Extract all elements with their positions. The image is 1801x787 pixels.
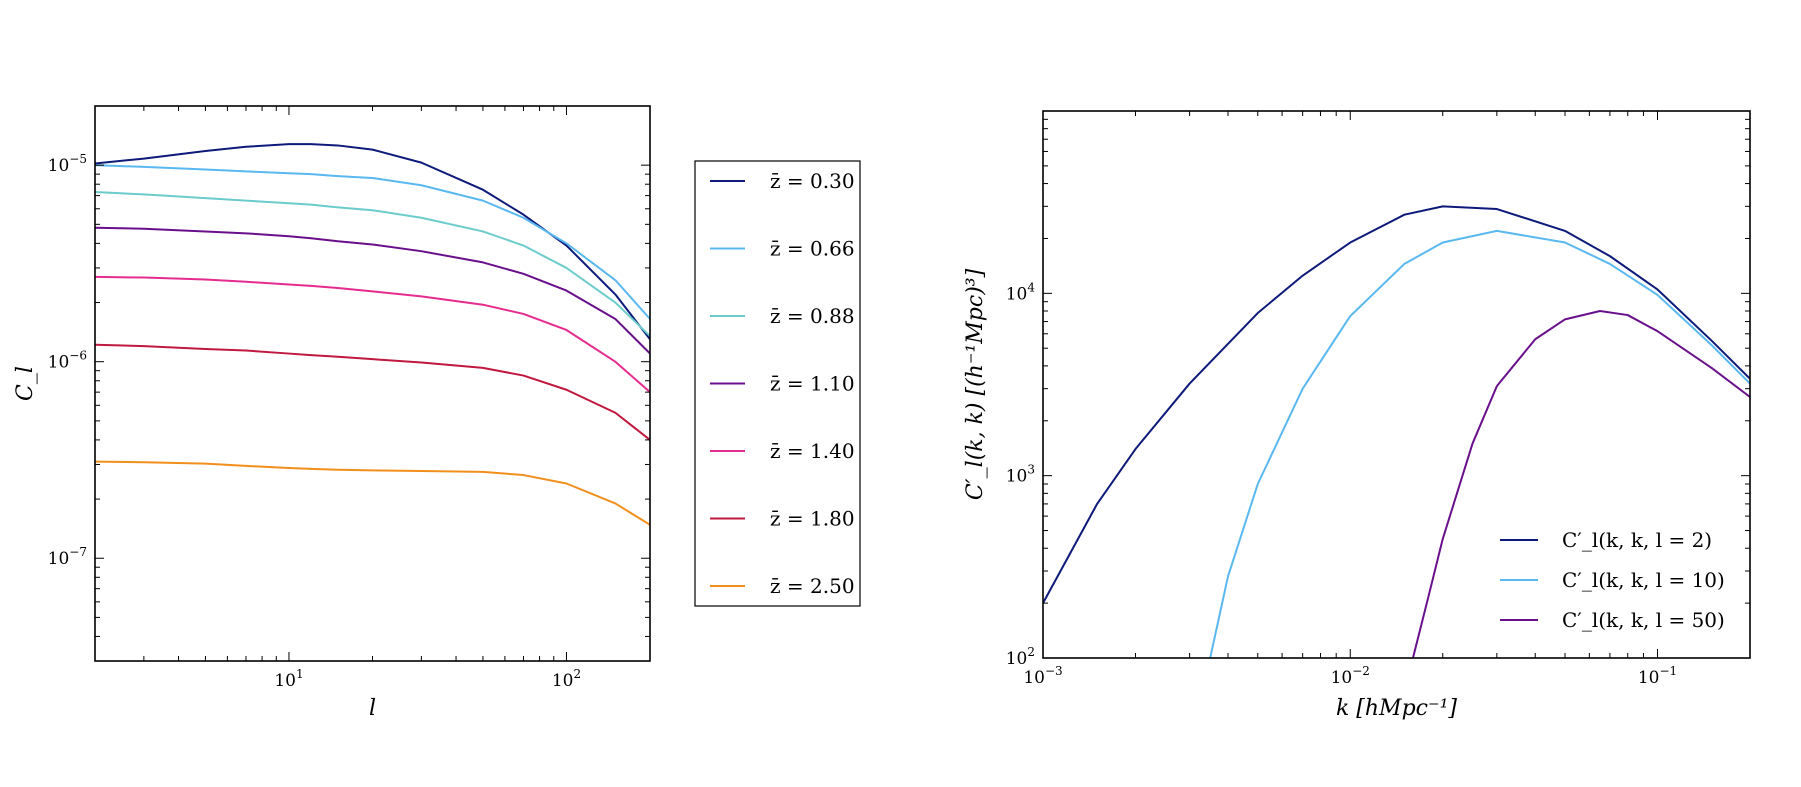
left-legend-label-3: z̄ = 1.10 — [770, 372, 855, 396]
left-ytick-label-1: 10−6 — [48, 349, 87, 373]
right-x-axis-label: k [hMpc⁻¹] — [1336, 696, 1457, 721]
left-legend-label-1: z̄ = 0.66 — [770, 237, 855, 261]
left-series-5 — [95, 343, 650, 441]
left-frame — [94, 105, 651, 662]
left-series-0 — [95, 143, 650, 340]
right-ytick-label-2: 104 — [1006, 280, 1036, 304]
left-xtick-label-0: 101 — [274, 667, 303, 691]
left-y-axis-label: C_l — [13, 366, 38, 401]
left-legend-label-4: z̄ = 1.40 — [770, 439, 855, 463]
right-xtick-label-0: 10−3 — [1023, 664, 1062, 688]
left-series-6 — [95, 460, 650, 526]
right-legend-label-1: C′_l(k, k, l = 10) — [1562, 568, 1725, 592]
right-legend-label-0: C′_l(k, k, l = 2) — [1562, 528, 1712, 552]
left-xtick-label-1: 102 — [552, 667, 581, 691]
right-ticks — [1042, 110, 1751, 659]
left-series-3 — [95, 226, 650, 355]
left-series-4 — [95, 275, 650, 393]
right-chart: 10−3 10−2 10−1 102 103 104 k [hMpc⁻¹] C′_l(k, k… — [963, 110, 1751, 721]
left-ticks — [94, 105, 651, 662]
right-frame — [1042, 110, 1751, 659]
left-legend: z̄ = 0.30 z̄ = 0.66 z̄ = 0.88 z̄ = 1.10 z̄ =… — [694, 160, 861, 607]
left-ytick-label-2: 10−5 — [48, 152, 87, 176]
left-series-1 — [95, 164, 650, 320]
left-x-axis-label: l — [369, 696, 376, 721]
right-series-1 — [1209, 229, 1750, 658]
left-legend-label-2: z̄ = 0.88 — [770, 304, 855, 328]
left-legend-label-6: z̄ = 2.50 — [770, 574, 855, 598]
right-series-2 — [1412, 310, 1750, 658]
left-chart: 101 102 10−7 10−6 10−5 l C_l — [13, 105, 651, 721]
right-xtick-label-2: 10−1 — [1638, 664, 1677, 688]
left-ytick-label-0: 10−7 — [48, 545, 87, 569]
right-ytick-label-1: 103 — [1006, 463, 1035, 487]
right-y-axis-label: C′_l(k, k) [(h⁻¹Mpc)³] — [963, 268, 988, 500]
left-legend-label-0: z̄ = 0.30 — [770, 169, 855, 193]
left-legend-label-5: z̄ = 1.80 — [770, 507, 855, 531]
right-legend-label-2: C′_l(k, k, l = 50) — [1562, 608, 1725, 632]
right-xtick-label-1: 10−2 — [1331, 664, 1370, 688]
right-ytick-label-0: 102 — [1006, 645, 1035, 669]
left-series-2 — [95, 191, 650, 337]
right-series-0 — [1043, 205, 1750, 604]
